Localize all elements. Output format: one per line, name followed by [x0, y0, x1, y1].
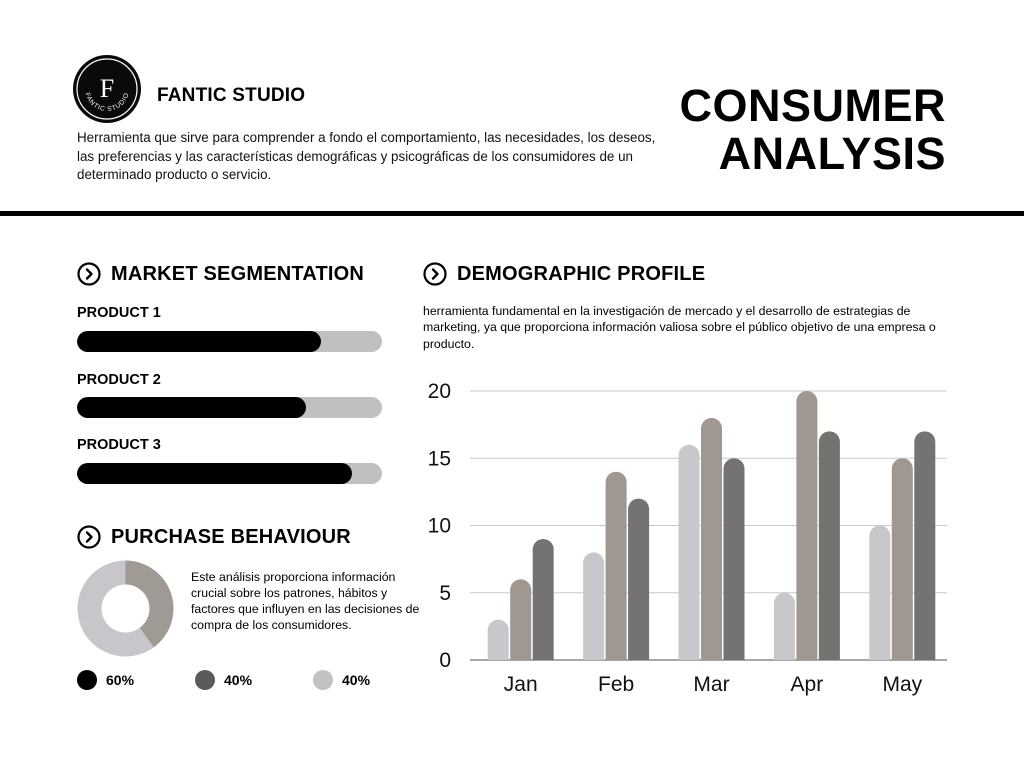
x-tick-label: Feb [598, 673, 634, 696]
bar-apr-3 [818, 431, 840, 660]
legend-item-3: 40% [313, 670, 370, 690]
demographic-profile-heading: DEMOGRAPHIC PROFILE [423, 262, 705, 286]
product-1-bar [77, 331, 382, 352]
legend-dot-2 [195, 670, 215, 690]
donut-segment-2 [79, 615, 154, 657]
product-2-label: PRODUCT 2 [77, 372, 161, 388]
x-tick-label: Jan [504, 673, 538, 696]
purchase-behaviour-title: PURCHASE BEHAVIOUR [111, 525, 351, 548]
product-3-bar [77, 463, 382, 484]
bar-may-3 [914, 431, 936, 660]
market-segmentation-heading: MARKET SEGMENTATION [77, 262, 364, 286]
y-tick-label: 20 [428, 380, 451, 403]
y-tick-label: 10 [428, 515, 451, 538]
product-2-bar-fill [77, 397, 306, 418]
legend-dot-3 [313, 670, 333, 690]
bar-feb-2 [605, 471, 627, 660]
logo-letter: F [100, 74, 114, 103]
demographic-bar-chart: 0 5 10 15 20 Jan Feb Mar Apr May [415, 375, 960, 700]
header-description: Herramienta que sirve para comprender a … [77, 130, 656, 182]
bar-mar-1 [678, 444, 700, 660]
y-tick-label: 15 [428, 447, 451, 470]
x-tick-label: May [882, 673, 922, 696]
bar-feb-3 [628, 498, 650, 660]
bar-mar-3 [723, 458, 745, 660]
x-tick-label: Apr [791, 673, 824, 696]
logo-emblem: F FANTIC STUDIO [76, 58, 138, 120]
y-tick-label: 5 [439, 582, 451, 605]
legend-item-2: 40% [195, 670, 252, 690]
bar-chart-svg: 0 5 10 15 20 Jan Feb Mar Apr May [428, 380, 947, 696]
product-3-bar-fill [77, 463, 352, 484]
bar-apr-2 [796, 391, 818, 660]
donut-segment-3 [77, 560, 126, 624]
bar-may-1 [869, 525, 891, 660]
fantic-studio-logo: F FANTIC STUDIO [73, 55, 141, 123]
bar-feb-1 [583, 552, 605, 660]
product-3-label: PRODUCT 3 [77, 437, 161, 453]
legend-dot-1 [77, 670, 97, 690]
donut-segment-1 [125, 560, 174, 648]
legend-value-3: 40% [342, 672, 371, 688]
chevron-right-circle-icon [423, 262, 447, 286]
page-title: CONSUMER ANALYSIS [679, 82, 946, 178]
bar-jan-3 [532, 538, 554, 660]
chevron-right-circle-icon [77, 262, 101, 286]
market-segmentation-title: MARKET SEGMENTATION [111, 262, 365, 285]
brand-name: FANTIC STUDIO [157, 85, 306, 106]
title-line-2: ANALYSIS [718, 128, 946, 179]
bar-jan-1 [487, 619, 509, 660]
purchase-behaviour-heading: PURCHASE BEHAVIOUR [77, 525, 351, 549]
x-tick-label: Mar [693, 673, 729, 696]
purchase-donut-chart [77, 560, 174, 657]
bar-apr-1 [773, 592, 795, 660]
bar-mar-2 [701, 417, 722, 660]
demographic-profile-title: DEMOGRAPHIC PROFILE [457, 262, 706, 285]
donut-svg [77, 560, 174, 657]
y-tick-label: 0 [439, 649, 451, 672]
bar-jan-2 [510, 579, 532, 660]
legend-value-2: 40% [224, 672, 253, 688]
bar-may-2 [891, 458, 913, 660]
product-1-bar-fill [77, 331, 321, 352]
purchase-behaviour-text: Este análisis proporciona información cr… [191, 570, 420, 632]
demographic-profile-text: herramienta fundamental en la investigac… [423, 304, 936, 351]
chevron-right-circle-icon [77, 525, 101, 549]
product-1-label: PRODUCT 1 [77, 305, 161, 321]
product-2-bar [77, 397, 382, 418]
header-divider [0, 211, 1024, 216]
title-line-1: CONSUMER [679, 80, 946, 131]
legend-value-1: 60% [106, 672, 135, 688]
legend-item-1: 60% [77, 670, 134, 690]
